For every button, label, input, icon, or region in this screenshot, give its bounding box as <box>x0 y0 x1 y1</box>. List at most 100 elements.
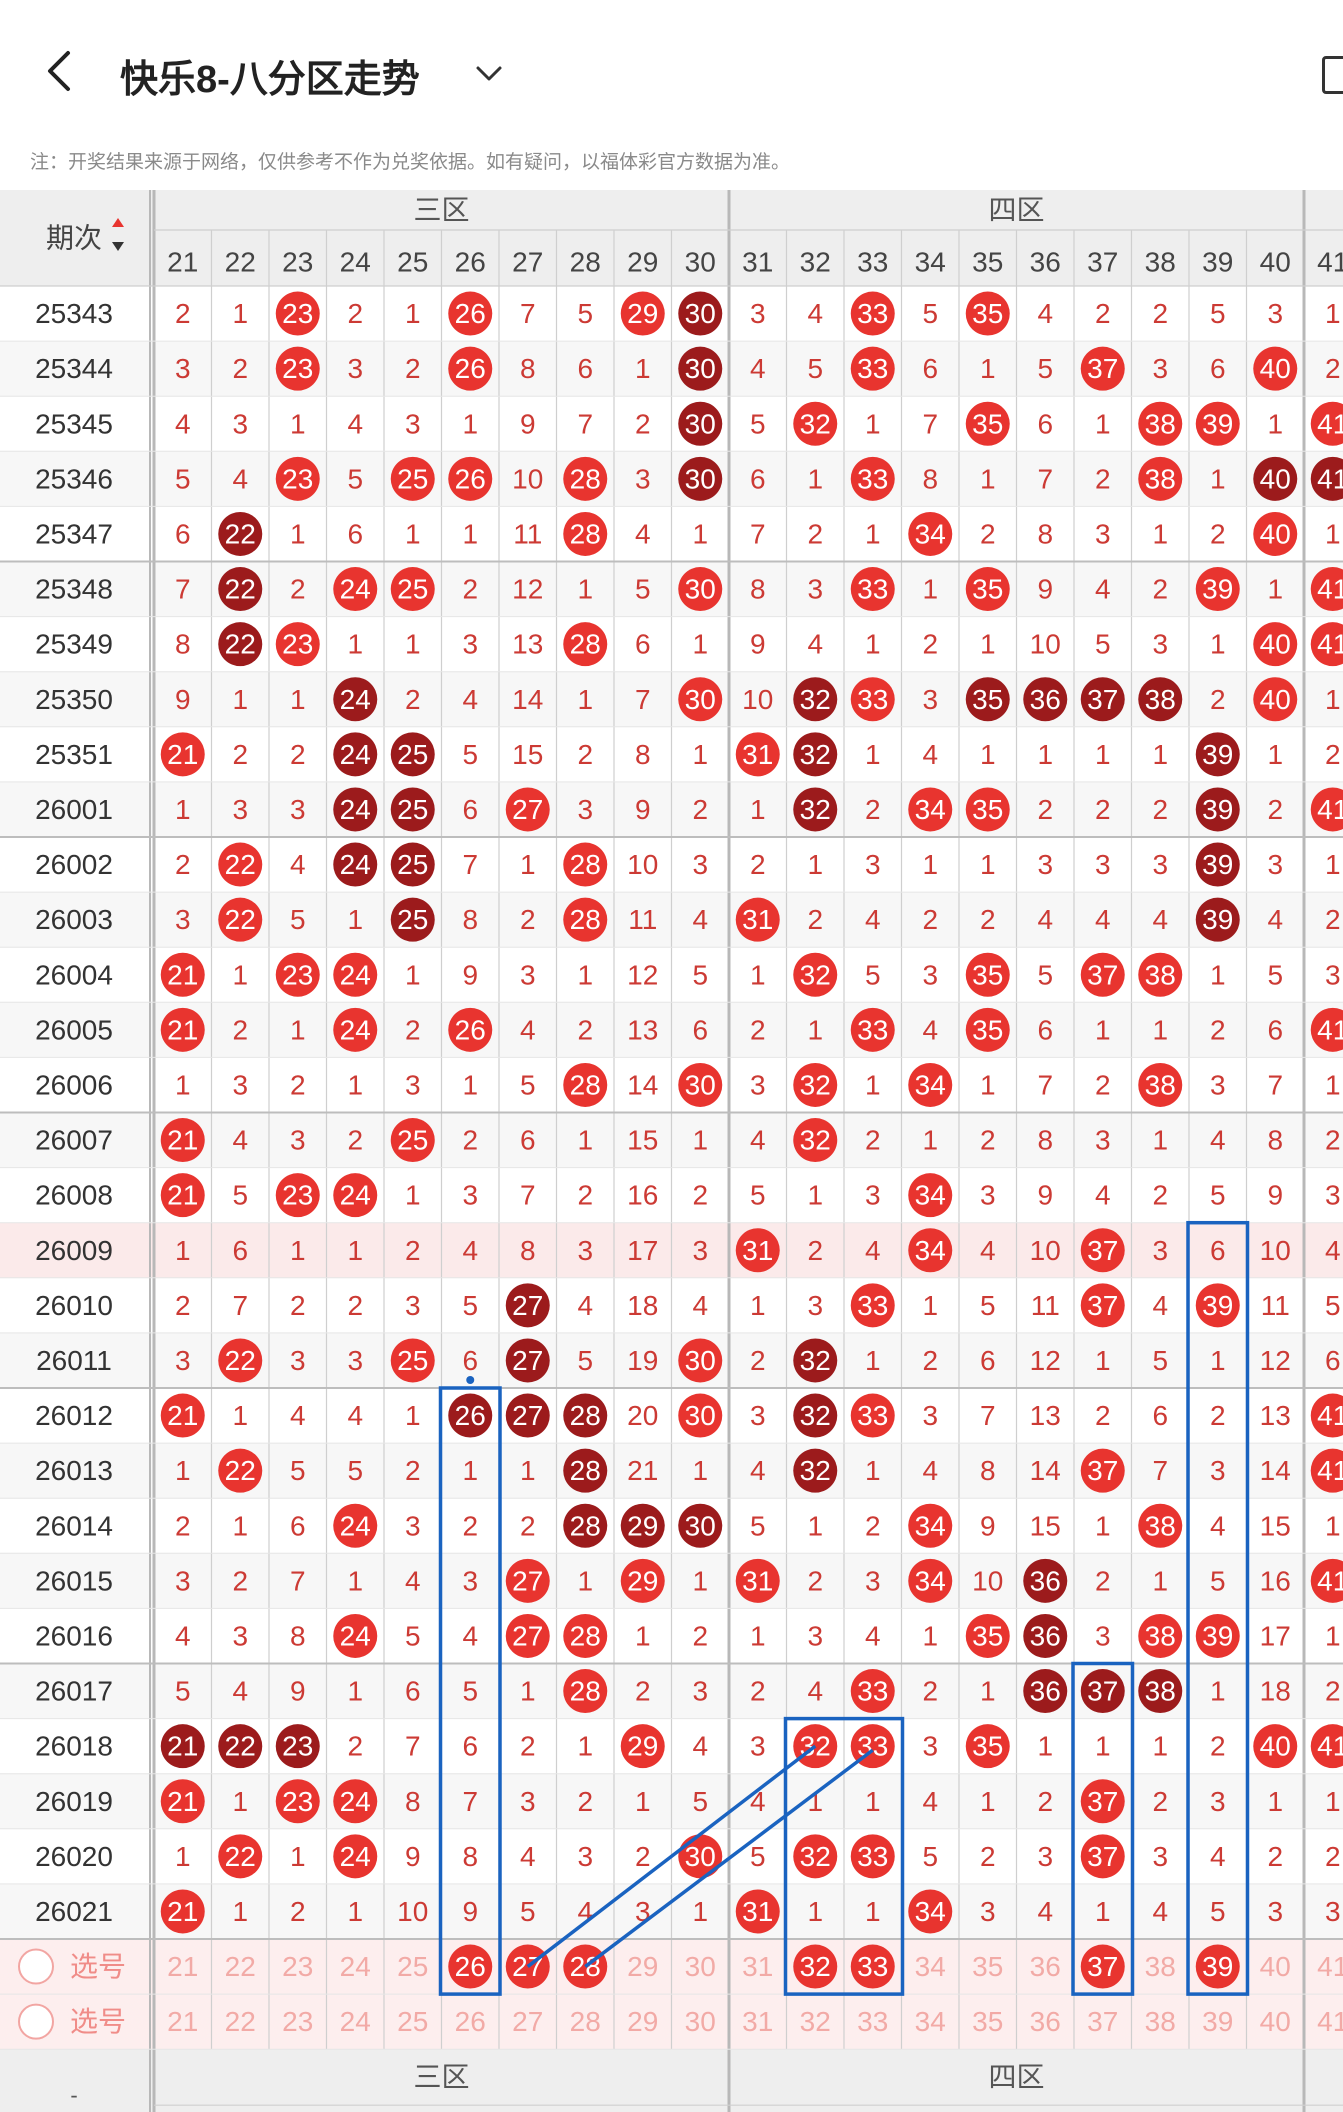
chevron-down-icon[interactable] <box>474 58 504 88</box>
miss-count: 5 <box>807 353 823 384</box>
miss-count: 2 <box>1037 794 1053 825</box>
pick-ball[interactable]: 30 <box>685 1951 716 1982</box>
miss-count: 1 <box>692 1455 708 1486</box>
pick-ball[interactable]: 22 <box>225 2006 256 2037</box>
miss-count: 1 <box>232 1510 248 1541</box>
miss-count: 12 <box>627 959 658 990</box>
number-ball <box>390 1338 435 1383</box>
period-header[interactable]: 期次 <box>46 223 102 254</box>
miss-count: 20 <box>627 1400 658 1431</box>
miss-count: 2 <box>347 1290 363 1321</box>
pick-ball[interactable]: 40 <box>1260 1951 1291 1982</box>
pick-ball[interactable]: 36 <box>1030 1951 1061 1982</box>
ball-number: 34 <box>915 794 946 825</box>
pick-ball[interactable]: 31 <box>742 1951 773 1982</box>
pick-ball[interactable]: 23 <box>282 2006 313 2037</box>
pick-ball-selected[interactable] <box>448 1944 493 1989</box>
miss-count: 3 <box>1037 849 1053 880</box>
pick-ball[interactable]: 32 <box>800 2006 831 2037</box>
miss-count: 5 <box>750 1180 766 1211</box>
pick-ball[interactable]: 38 <box>1145 2006 1176 2037</box>
pick-ball-selected[interactable] <box>793 1944 838 1989</box>
pick-radio[interactable] <box>18 1948 54 1985</box>
pick-ball[interactable]: 31 <box>742 2006 773 2037</box>
pick-ball[interactable]: 40 <box>1260 2006 1291 2037</box>
sort-down-icon[interactable] <box>112 242 124 251</box>
miss-count: 4 <box>462 1235 478 1266</box>
pick-ball[interactable]: 24 <box>340 2006 371 2037</box>
pick-ball[interactable]: 33 <box>857 2006 888 2037</box>
pick-ball[interactable]: 41 <box>1317 2006 1343 2037</box>
pick-radio[interactable] <box>18 2003 54 2040</box>
pick-ball[interactable]: 28 <box>570 2006 601 2037</box>
miss-count: 11 <box>1261 1290 1290 1321</box>
miss-count: 1 <box>405 518 421 549</box>
miss-count: 2 <box>405 1014 421 1045</box>
ball-number: 34 <box>915 1180 946 1211</box>
number-ball <box>160 952 205 997</box>
ball-number: 23 <box>282 629 313 660</box>
miss-count: 2 <box>405 684 421 715</box>
miss-count: 1 <box>577 684 593 715</box>
miss-count: 1 <box>980 739 996 770</box>
pick-ball[interactable]: 37 <box>1087 2006 1118 2037</box>
pick-ball[interactable]: 36 <box>1030 2006 1061 2037</box>
pick-ball-selected[interactable] <box>1195 1944 1240 1989</box>
sort-up-icon[interactable] <box>112 218 124 227</box>
miss-count: 2 <box>232 1565 248 1596</box>
pick-ball[interactable]: 39 <box>1202 2006 1233 2037</box>
number-ball <box>333 1613 378 1658</box>
ball-number: 21 <box>167 1896 198 1927</box>
miss-count: 6 <box>1325 1345 1341 1376</box>
pick-ball[interactable]: 35 <box>972 1951 1003 1982</box>
menu-icon[interactable] <box>1322 56 1343 94</box>
miss-count: 1 <box>1325 1620 1341 1651</box>
period-label: 26009 <box>35 1235 113 1266</box>
miss-count: 2 <box>232 1014 248 1045</box>
period-label: 26014 <box>35 1510 113 1541</box>
miss-count: 1 <box>865 629 881 660</box>
ball-number: 40 <box>1260 1731 1291 1762</box>
number-ball <box>1195 401 1240 446</box>
pick-ball[interactable]: 23 <box>282 1951 313 1982</box>
ball-number: 28 <box>570 1676 601 1707</box>
miss-count: 1 <box>1325 684 1341 715</box>
pick-ball[interactable]: 34 <box>915 1951 946 1982</box>
period-header-bg <box>0 190 150 286</box>
miss-count: 4 <box>692 1290 708 1321</box>
pick-ball-selected[interactable] <box>850 1944 895 1989</box>
miss-count: 1 <box>1095 408 1111 439</box>
miss-count: 1 <box>1095 739 1111 770</box>
pick-ball-selected[interactable] <box>1080 1944 1125 1989</box>
pick-ball[interactable]: 35 <box>972 2006 1003 2037</box>
miss-count: 3 <box>175 1565 191 1596</box>
number-ball <box>1023 1558 1068 1603</box>
pick-ball[interactable]: 29 <box>627 2006 658 2037</box>
pick-ball[interactable]: 29 <box>627 1951 658 1982</box>
pick-ball-number: 26 <box>455 1951 486 1982</box>
pick-ball[interactable]: 21 <box>167 1951 198 1982</box>
pick-ball[interactable]: 38 <box>1145 1951 1176 1982</box>
miss-count: 5 <box>692 959 708 990</box>
ball-number: 36 <box>1030 1676 1061 1707</box>
miss-count: 1 <box>1152 1731 1168 1762</box>
pick-ball[interactable]: 22 <box>225 1951 256 1982</box>
pick-ball[interactable]: 27 <box>512 2006 543 2037</box>
number-ball <box>850 1834 895 1879</box>
number-ball <box>505 1393 550 1438</box>
ball-number: 32 <box>800 1455 831 1486</box>
ball-number: 41 <box>1317 1400 1343 1431</box>
pick-ball[interactable]: 30 <box>685 2006 716 2037</box>
pick-ball[interactable]: 25 <box>397 2006 428 2037</box>
pick-ball[interactable]: 26 <box>455 2006 486 2037</box>
pick-ball[interactable]: 25 <box>397 1951 428 1982</box>
miss-count: 5 <box>232 1180 248 1211</box>
miss-count: 7 <box>462 1786 478 1817</box>
pick-ball[interactable]: 21 <box>167 2006 198 2037</box>
back-arrow-icon[interactable] <box>44 50 74 92</box>
ball-number: 35 <box>972 298 1003 329</box>
pick-ball[interactable]: 41 <box>1317 1951 1343 1982</box>
pick-ball[interactable]: 24 <box>340 1951 371 1982</box>
pick-ball[interactable]: 34 <box>915 2006 946 2037</box>
ball-number: 22 <box>225 904 256 935</box>
